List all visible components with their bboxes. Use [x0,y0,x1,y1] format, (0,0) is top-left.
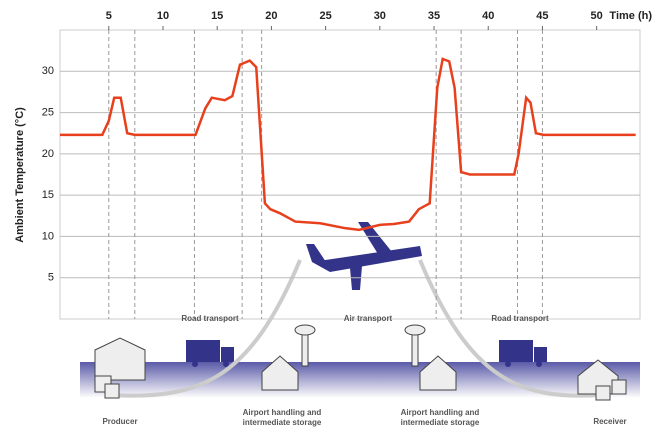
site-label: Airport handling and intermediate storag… [400,408,480,427]
transport-label: Road transport [181,314,239,323]
route [109,259,302,398]
producer-building [94,337,146,399]
x-tick-label: 15 [211,10,223,22]
x-tick-label: 45 [536,10,548,22]
airplane [306,222,422,290]
x-tick-label: 30 [374,10,386,22]
y-tick-label: 15 [42,189,54,201]
truck [186,340,234,367]
y-tick-label: 10 [42,230,54,242]
airport-building [404,324,457,391]
x-tick-label: 50 [591,10,603,22]
site-label: Producer [102,417,138,426]
y-tick-label: 20 [42,148,54,160]
receiver-building [577,359,627,401]
site-label: Receiver [593,417,627,426]
x-axis-label: Time (h) [609,10,652,22]
truck [499,340,547,367]
airport-building [261,324,316,391]
route [418,259,601,398]
y-tick-label: 30 [42,65,54,77]
plot-area [59,29,641,320]
x-tick-label: 40 [482,10,494,22]
x-tick-label: 20 [265,10,277,22]
x-tick-label: 10 [157,10,169,22]
site-label: Airport handling and intermediate storag… [242,408,322,427]
y-tick-label: 5 [48,272,54,284]
temperature-line [60,57,636,232]
x-tick-label: 35 [428,10,440,22]
y-axis-label: Ambient Temperature (°C) [14,107,26,243]
x-tick-label: 5 [106,10,112,22]
y-tick-label: 25 [42,106,54,118]
transport-label: Air transport [343,314,393,323]
transport-label: Road transport [491,314,549,323]
x-tick-label: 25 [319,10,331,22]
